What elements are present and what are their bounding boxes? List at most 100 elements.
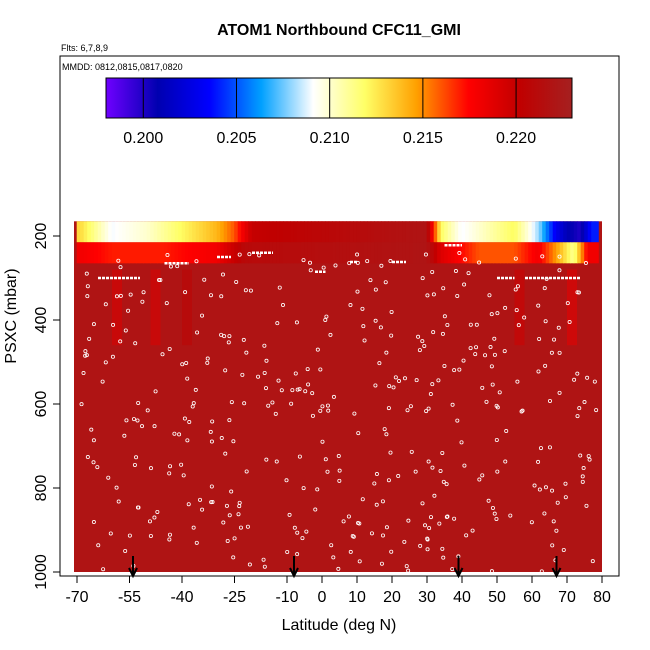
sample-point — [351, 534, 356, 539]
upper-layer-cell — [472, 221, 477, 243]
sample-point — [276, 378, 281, 383]
second-layer-cell — [146, 242, 151, 264]
upper-layer-cell — [136, 221, 141, 243]
second-layer-cell — [426, 242, 431, 264]
sample-point — [225, 539, 230, 544]
sample-point — [420, 339, 425, 344]
second-layer-cell — [164, 242, 169, 264]
second-layer-cell — [353, 242, 358, 264]
sample-point — [221, 520, 226, 525]
sample-point — [379, 263, 384, 268]
sample-point — [416, 334, 421, 339]
sample-point — [326, 408, 331, 413]
second-layer-cell — [440, 242, 445, 264]
sample-point — [191, 525, 196, 530]
sample-point — [563, 495, 568, 500]
second-layer-cell — [111, 242, 116, 264]
sample-point — [382, 427, 387, 432]
sample-point — [270, 400, 275, 405]
sample-point — [237, 504, 242, 509]
sample-point — [438, 468, 443, 473]
sample-point — [441, 555, 446, 560]
upper-layer-cell — [591, 221, 596, 243]
sample-point — [567, 320, 572, 325]
sample-point — [389, 549, 394, 554]
second-layer-cell — [398, 242, 403, 264]
sample-point — [519, 409, 524, 414]
sample-point — [198, 497, 203, 502]
sample-point — [586, 454, 591, 459]
second-layer-cell — [213, 242, 218, 264]
sample-point — [384, 525, 389, 530]
sample-point — [242, 401, 247, 406]
sample-point — [532, 483, 537, 488]
sample-point — [522, 315, 527, 320]
upper-layer-cell — [304, 221, 309, 243]
sample-point — [457, 367, 462, 372]
sample-point — [428, 515, 433, 520]
sample-point — [124, 418, 129, 423]
upper-layer-cell — [146, 221, 151, 243]
sample-point — [430, 269, 435, 274]
second-layer-cell — [472, 242, 477, 264]
sample-point — [223, 368, 228, 373]
sample-point — [483, 353, 488, 358]
second-layer-cell — [416, 242, 421, 264]
second-layer-cell — [458, 242, 463, 264]
upper-layer-cell — [391, 221, 396, 243]
sample-point — [352, 411, 357, 416]
upper-layer-cell — [437, 221, 442, 243]
sample-point — [420, 501, 425, 506]
sample-point — [301, 486, 306, 491]
sample-point — [177, 432, 182, 437]
upper-layer-cell — [321, 221, 326, 243]
sample-point — [384, 432, 389, 437]
second-layer-cell — [104, 242, 109, 264]
upper-layer-cell — [262, 221, 267, 243]
sample-point — [241, 337, 246, 342]
upper-layer-cell — [514, 221, 519, 243]
second-layer-cell — [265, 242, 270, 264]
upper-layer-cell — [115, 221, 120, 243]
sample-point — [305, 367, 310, 372]
sample-point — [486, 498, 491, 503]
upper-layer-cell — [426, 221, 431, 243]
sample-point — [264, 358, 269, 363]
sample-point — [440, 546, 445, 551]
second-layer-cell — [244, 242, 249, 264]
sample-point — [325, 403, 330, 408]
sample-point — [388, 450, 393, 455]
sample-point — [504, 429, 509, 434]
sample-point — [256, 374, 261, 379]
upper-layer-cell — [108, 221, 113, 243]
sample-point — [418, 543, 423, 548]
dates-label: MMDD: 0812,0815,0817,0820 — [62, 62, 183, 72]
sample-point — [304, 529, 309, 534]
y-tick-label: 1000 — [33, 554, 50, 590]
second-layer-cell — [220, 242, 225, 264]
sample-point — [489, 312, 494, 317]
sample-point — [431, 292, 436, 297]
second-layer-cell — [290, 242, 295, 264]
sample-point — [516, 323, 521, 328]
sample-point — [307, 260, 312, 265]
sample-point — [152, 515, 157, 520]
sample-point — [183, 290, 188, 295]
sample-point — [325, 469, 330, 474]
sample-point — [85, 294, 90, 299]
second-layer-cell — [493, 242, 498, 264]
upper-layer-cell — [486, 221, 491, 243]
sample-point — [455, 293, 460, 298]
sample-point — [200, 313, 205, 318]
sample-point — [391, 385, 396, 390]
upper-layer-cell — [143, 221, 148, 243]
upper-layer-cell — [76, 221, 81, 243]
sample-point — [245, 524, 250, 529]
second-layer-cell — [286, 242, 291, 264]
sample-point — [89, 427, 94, 432]
upper-layer-cell — [559, 221, 564, 243]
sample-point — [308, 268, 313, 273]
sample-point — [420, 276, 425, 281]
sample-point — [209, 484, 214, 489]
sample-point — [184, 360, 189, 365]
